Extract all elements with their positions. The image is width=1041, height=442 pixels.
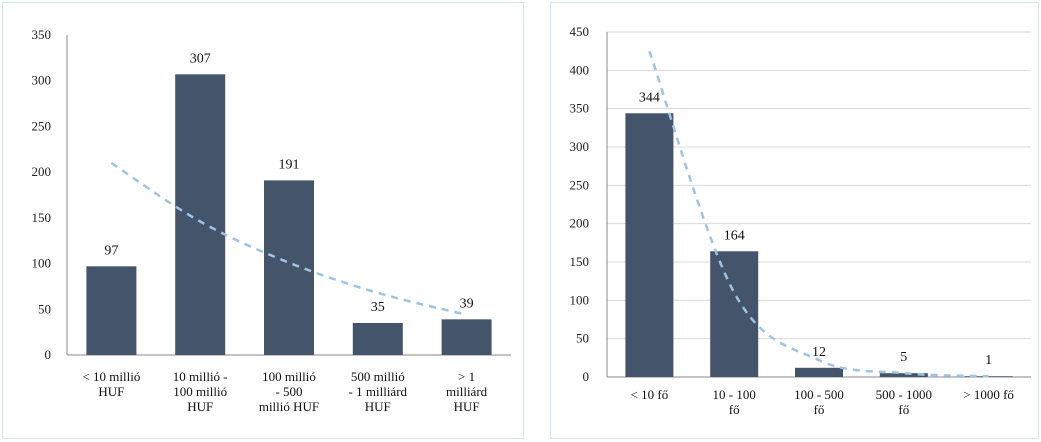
bar <box>710 251 759 377</box>
y-tick-label: 200 <box>32 164 52 179</box>
bar <box>175 74 226 356</box>
y-tick-label: 400 <box>570 62 590 77</box>
y-tick-label: 200 <box>570 216 590 231</box>
bar-chart-employees: 0 50 100 150 200 250 300 350 400 450 344 164 12 5 1 < 1… <box>570 24 1031 417</box>
data-label: 97 <box>104 243 118 258</box>
category-label: 10 millió -100 millió HUF <box>173 369 228 414</box>
category-label: 100 millió - 500 millió HUF <box>259 369 319 414</box>
trendline <box>110 161 467 316</box>
y-tick-label: 250 <box>32 118 52 133</box>
y-tick-label: 350 <box>570 101 590 116</box>
y-tick-label: 150 <box>32 210 52 225</box>
y-tick-label: 300 <box>570 139 590 154</box>
category-label: > 1000 fő <box>963 387 1014 402</box>
bar <box>86 266 137 355</box>
bar <box>352 323 403 355</box>
data-label: 191 <box>279 157 300 172</box>
bar <box>264 180 314 355</box>
data-label: 5 <box>900 350 907 365</box>
chart-panel-left: 0 50 100 150 200 250 300 350 97 307 191 35 39 < 10 mi… <box>2 2 524 439</box>
category-label: 10 - 100 fő <box>713 387 756 417</box>
y-tick-label: 150 <box>570 254 590 269</box>
y-tick-label: 250 <box>570 177 590 192</box>
bar <box>625 113 674 378</box>
data-label: 344 <box>639 90 660 105</box>
category-label: < 10 fő <box>631 387 669 402</box>
y-tick-label: 100 <box>570 292 590 307</box>
data-label: 307 <box>190 51 211 66</box>
bar <box>964 376 1013 377</box>
y-tick-label: 300 <box>32 73 52 88</box>
data-label: 1 <box>985 353 992 368</box>
chart-panel-right: 0 50 100 150 200 250 300 350 400 450 344 164 12 5 1 < 1… <box>550 2 1039 439</box>
y-tick-label: 0 <box>45 347 52 362</box>
y-tick-label: 100 <box>32 256 52 271</box>
trendline <box>648 50 989 378</box>
category-label: 500 - 1000 fő <box>876 387 932 417</box>
bar-chart-revenue: 0 50 100 150 200 250 300 350 97 307 191 35 39 < 10 mi… <box>32 27 511 414</box>
y-tick-label: 50 <box>38 301 51 316</box>
y-tick-label: 50 <box>576 331 589 346</box>
data-label: 35 <box>371 300 385 315</box>
category-label: < 10 millió HUF <box>82 369 140 399</box>
data-label: 164 <box>724 228 745 243</box>
bar <box>879 373 928 377</box>
y-tick-label: 450 <box>570 24 590 39</box>
category-label: > 1 milliárd HUF <box>446 369 488 414</box>
bar <box>795 367 843 377</box>
data-label: 12 <box>812 345 826 360</box>
category-label: 500 millió - 1 milliárd HUF <box>349 369 408 414</box>
data-label: 39 <box>460 296 474 311</box>
y-tick-label: 350 <box>32 27 52 42</box>
bar <box>441 319 492 355</box>
y-tick-label: 0 <box>583 369 590 384</box>
category-label: 100 - 500 fő <box>794 387 844 417</box>
